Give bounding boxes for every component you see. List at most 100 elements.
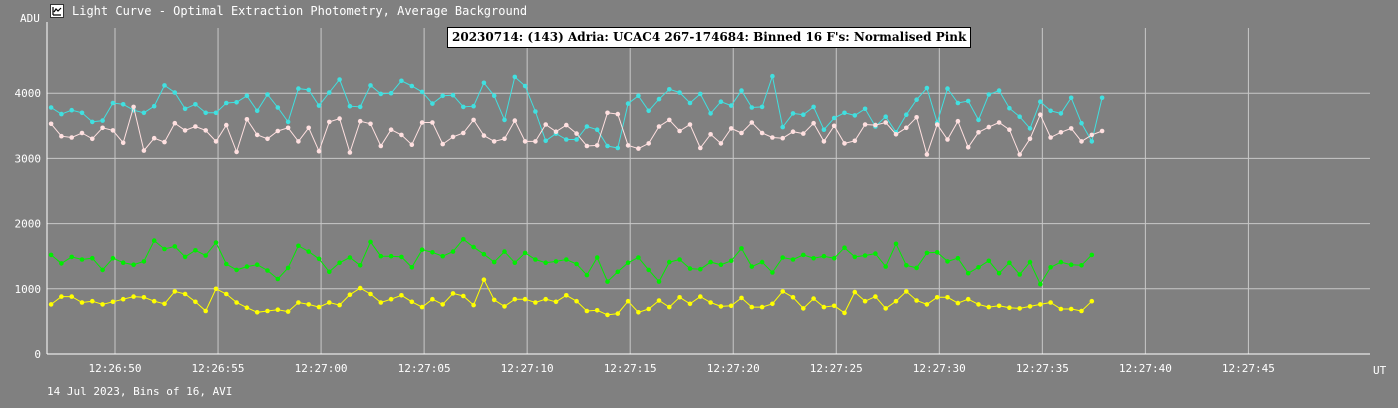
data-point-1 — [883, 114, 888, 119]
x-tick-label: 12:27:10 — [501, 362, 554, 375]
data-point-3 — [502, 249, 507, 254]
data-point-2 — [790, 129, 796, 134]
data-point-1 — [234, 100, 239, 105]
data-point-1 — [656, 96, 662, 102]
data-point-4 — [440, 302, 446, 307]
data-point-2 — [770, 135, 775, 140]
data-point-2 — [564, 122, 569, 128]
y-axis-label: ADU — [20, 12, 40, 25]
data-point-4 — [275, 307, 281, 313]
data-point-1 — [677, 90, 682, 95]
data-point-2 — [904, 125, 909, 131]
data-point-3 — [306, 249, 312, 254]
data-point-2 — [698, 145, 703, 151]
data-point-2 — [543, 122, 548, 127]
data-point-2 — [347, 150, 353, 155]
data-point-3 — [728, 258, 734, 264]
data-point-2 — [862, 122, 868, 127]
data-point-2 — [1089, 132, 1095, 138]
light-curve-icon[interactable] — [50, 4, 64, 18]
data-point-3 — [79, 257, 85, 262]
data-point-1 — [543, 138, 548, 144]
data-point-4 — [646, 306, 651, 312]
data-point-4 — [533, 300, 538, 305]
x-tick-label: 12:26:50 — [89, 362, 142, 375]
data-point-2 — [759, 130, 765, 136]
data-point-2 — [739, 130, 744, 136]
data-point-3 — [698, 266, 703, 272]
data-point-3 — [450, 249, 456, 254]
data-point-3 — [852, 254, 858, 260]
x-tick-label: 12:27:00 — [295, 362, 348, 375]
data-point-3 — [461, 236, 466, 242]
data-point-4 — [285, 309, 291, 314]
data-point-4 — [636, 310, 641, 315]
data-point-1 — [749, 105, 755, 110]
x-tick-label: 12:27:30 — [913, 362, 966, 375]
data-point-2 — [533, 139, 538, 144]
data-point-4 — [399, 293, 404, 298]
data-point-3 — [1089, 252, 1095, 258]
data-point-3 — [862, 253, 868, 258]
data-point-3 — [553, 259, 559, 264]
data-point-4 — [368, 291, 373, 297]
data-point-2 — [1038, 112, 1043, 117]
data-point-3 — [275, 276, 281, 282]
data-point-1 — [574, 137, 579, 142]
data-point-1 — [687, 100, 693, 106]
data-point-2 — [625, 143, 631, 148]
data-point-4 — [213, 286, 219, 292]
data-point-1 — [625, 101, 631, 106]
data-point-2 — [986, 124, 992, 130]
data-point-3 — [265, 268, 270, 273]
data-point-4 — [564, 293, 569, 298]
data-point-3 — [440, 253, 446, 259]
data-point-2 — [182, 128, 188, 133]
data-point-4 — [419, 304, 425, 310]
data-point-2 — [553, 129, 559, 134]
data-point-2 — [873, 122, 878, 128]
data-point-1 — [213, 110, 219, 116]
data-point-1 — [193, 102, 198, 107]
data-point-2 — [193, 124, 198, 129]
data-point-1 — [667, 87, 672, 92]
data-point-3 — [790, 257, 796, 262]
data-point-3 — [69, 254, 74, 260]
data-point-2 — [327, 119, 332, 125]
data-point-3 — [244, 264, 250, 269]
data-point-1 — [430, 101, 435, 106]
data-point-2 — [254, 132, 260, 138]
data-point-2 — [1048, 135, 1053, 140]
data-point-4 — [193, 299, 198, 305]
data-point-1 — [327, 90, 332, 95]
data-point-1 — [790, 111, 796, 116]
data-point-2 — [1099, 128, 1105, 134]
data-point-2 — [821, 139, 827, 144]
data-point-1 — [615, 145, 621, 151]
data-point-4 — [842, 310, 847, 316]
data-point-2 — [718, 141, 724, 146]
data-point-4 — [749, 304, 755, 310]
data-point-2 — [965, 145, 971, 150]
data-point-1 — [1058, 111, 1064, 116]
data-point-4 — [904, 289, 909, 294]
data-point-3 — [213, 240, 219, 245]
data-point-1 — [182, 106, 188, 112]
data-point-3 — [254, 262, 260, 268]
data-point-2 — [1017, 152, 1022, 157]
data-point-1 — [996, 88, 1002, 93]
data-point-1 — [265, 92, 270, 97]
x-tick-label: 12:27:25 — [810, 362, 863, 375]
data-point-3 — [605, 279, 610, 284]
data-point-2 — [399, 132, 404, 138]
x-tick-label: 12:27:15 — [604, 362, 657, 375]
data-point-4 — [873, 294, 878, 299]
data-point-4 — [883, 306, 888, 311]
data-point-1 — [254, 108, 260, 114]
data-point-2 — [337, 116, 342, 121]
data-point-4 — [893, 298, 899, 304]
data-point-4 — [306, 302, 312, 307]
data-point-1 — [120, 102, 126, 107]
data-point-1 — [821, 127, 827, 132]
data-point-4 — [574, 298, 579, 304]
